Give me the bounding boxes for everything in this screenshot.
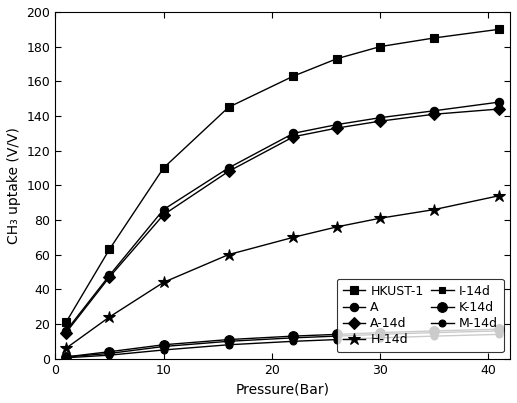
HKUST-1 [496, 27, 503, 32]
I-14d [107, 351, 113, 356]
I-14d [63, 355, 69, 359]
A-14d [496, 107, 503, 112]
M-14d [225, 343, 232, 347]
K-14d [160, 343, 166, 347]
A [63, 328, 69, 333]
K-14d [63, 355, 69, 359]
Line: HKUST-1: HKUST-1 [62, 25, 504, 326]
A-14d [107, 275, 113, 280]
Legend: HKUST-1, A, A-14d, H-14d, I-14d, K-14d, M-14d, : HKUST-1, A, A-14d, H-14d, I-14d, K-14d, … [337, 278, 504, 352]
Line: A-14d: A-14d [62, 105, 504, 337]
HKUST-1 [431, 35, 437, 40]
HKUST-1 [107, 247, 113, 252]
A [107, 273, 113, 278]
I-14d [431, 330, 437, 335]
HKUST-1 [63, 320, 69, 325]
A-14d [225, 169, 232, 174]
M-14d [333, 337, 340, 342]
HKUST-1 [333, 56, 340, 61]
H-14d [333, 224, 340, 229]
M-14d [496, 332, 503, 337]
K-14d [496, 327, 503, 332]
H-14d [225, 252, 232, 257]
M-14d [63, 355, 69, 360]
M-14d [431, 334, 437, 339]
M-14d [291, 339, 297, 344]
H-14d [291, 235, 297, 240]
A [291, 131, 297, 136]
A-14d [63, 330, 69, 335]
A [225, 166, 232, 170]
A [496, 100, 503, 104]
Y-axis label: CH₃ uptake (V/V): CH₃ uptake (V/V) [7, 127, 21, 244]
K-14d [377, 330, 383, 335]
M-14d [160, 347, 166, 352]
A-14d [333, 126, 340, 131]
H-14d [496, 193, 503, 198]
I-14d [160, 344, 166, 349]
I-14d [291, 335, 297, 340]
A [333, 122, 340, 127]
H-14d [160, 280, 166, 285]
Line: K-14d: K-14d [61, 324, 504, 362]
M-14d [107, 353, 113, 357]
H-14d [377, 216, 383, 221]
A-14d [377, 119, 383, 124]
H-14d [107, 315, 113, 320]
K-14d [107, 349, 113, 354]
A-14d [291, 134, 297, 139]
Line: A: A [62, 98, 504, 335]
A [431, 108, 437, 113]
X-axis label: Pressure(Bar): Pressure(Bar) [236, 382, 330, 396]
HKUST-1 [225, 105, 232, 110]
K-14d [333, 332, 340, 337]
I-14d [496, 328, 503, 333]
M-14d [377, 335, 383, 340]
H-14d [63, 346, 69, 351]
A-14d [160, 212, 166, 217]
H-14d [431, 207, 437, 212]
Line: M-14d: M-14d [63, 331, 503, 361]
A [377, 115, 383, 120]
HKUST-1 [160, 166, 166, 170]
K-14d [225, 337, 232, 342]
I-14d [225, 339, 232, 344]
Line: H-14d: H-14d [60, 189, 506, 355]
HKUST-1 [291, 74, 297, 79]
A-14d [431, 112, 437, 116]
Line: I-14d: I-14d [63, 327, 503, 360]
A [160, 207, 166, 212]
K-14d [291, 334, 297, 339]
I-14d [333, 334, 340, 339]
K-14d [431, 328, 437, 333]
HKUST-1 [377, 44, 383, 49]
I-14d [377, 332, 383, 337]
